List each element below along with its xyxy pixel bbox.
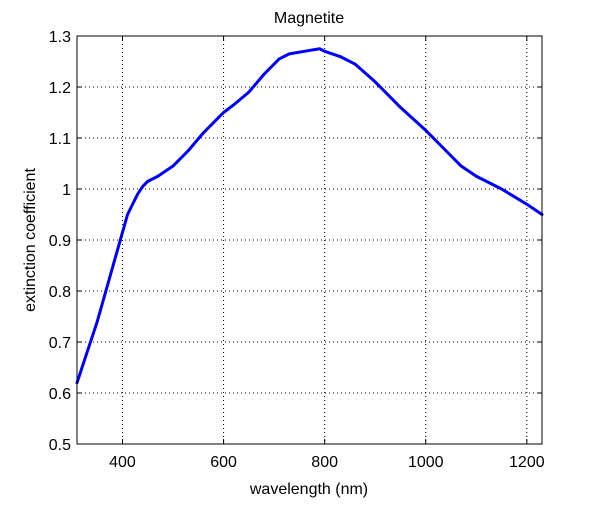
data-point [501, 188, 503, 190]
data-point [142, 185, 144, 187]
data-point [354, 63, 356, 65]
data-point [218, 117, 220, 119]
data-point [278, 58, 280, 60]
data-point [374, 81, 376, 83]
ticks: 400 600 800 1000 1200 0.5 0.6 0.7 0.8 0.9 1 1.1 1.2 1… [49, 29, 545, 471]
y-tick-label: 0.9 [49, 233, 71, 250]
data-point [303, 50, 305, 52]
data-point [475, 175, 477, 177]
series-layer [75, 47, 544, 385]
data-point [116, 249, 118, 251]
x-tick-label: 1200 [509, 454, 545, 471]
x-axis-label: wavelength (nm) [249, 481, 368, 498]
series-line [75, 47, 544, 385]
x-tick-label: 1000 [408, 454, 444, 471]
data-point [288, 53, 290, 55]
x-tick-label: 400 [109, 454, 136, 471]
data-point [233, 104, 235, 106]
y-tick-label: 1.1 [49, 131, 71, 148]
data-point [445, 150, 447, 152]
data-point [86, 351, 88, 353]
data-point [147, 180, 149, 182]
data-point [137, 193, 139, 195]
y-tick-label: 1.3 [49, 29, 71, 46]
x-tick-label: 600 [210, 454, 237, 471]
data-point [106, 285, 108, 287]
data-point [319, 48, 321, 50]
data-point [460, 165, 462, 167]
data-point [96, 321, 98, 323]
y-tick-label: 0.8 [49, 284, 71, 301]
data-point [263, 73, 265, 75]
data-point [526, 203, 528, 205]
data-point [399, 106, 401, 108]
y-tick-label: 1.2 [49, 80, 71, 97]
data-point [248, 91, 250, 93]
data-point [223, 112, 225, 114]
data-point [324, 50, 326, 52]
y-tick-label: 0.5 [49, 437, 71, 454]
chart-title: Magnetite [274, 10, 344, 27]
data-point [339, 55, 341, 57]
data-point [127, 214, 129, 216]
data-point [172, 165, 174, 167]
x-tick-label: 800 [311, 454, 338, 471]
y-tick-label: 0.6 [49, 386, 71, 403]
grid-lines [77, 36, 542, 444]
y-tick-label: 1 [62, 182, 71, 199]
data-point [425, 129, 427, 131]
data-point [157, 175, 159, 177]
data-point [187, 150, 189, 152]
data-point [202, 132, 204, 134]
y-tick-label: 0.7 [49, 335, 71, 352]
y-axis-label: extinction coefficient [22, 168, 39, 312]
